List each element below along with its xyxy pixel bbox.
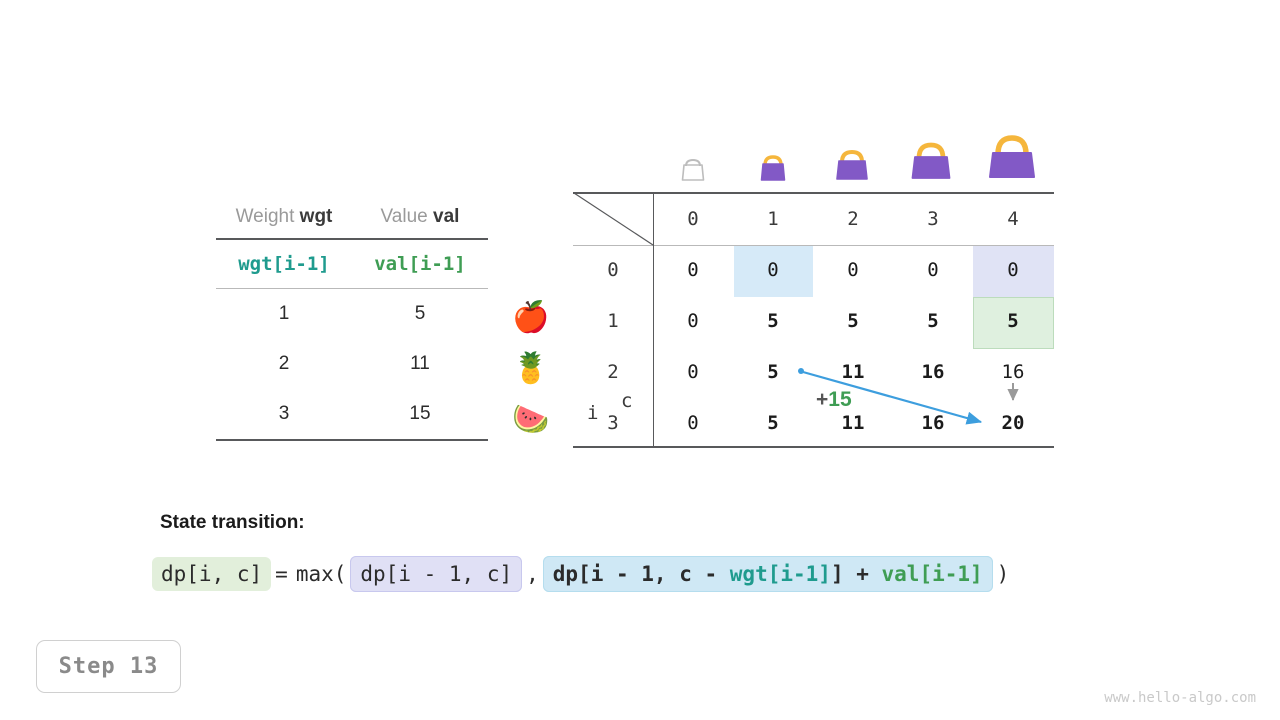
formula-close-paren: ) [996, 562, 1010, 586]
item-table-header-value: Value val [352, 206, 488, 228]
item-table-rule-bottom [216, 439, 488, 441]
dp-col-header-4: 4 [1007, 208, 1019, 230]
dp-row-header-2: 2 [607, 361, 619, 383]
formula-option-b-mid: ] + [830, 562, 882, 586]
formula-option-b: dp[i - 1, c - wgt[i-1]] + val[i-1] [542, 556, 993, 592]
item-header-value-code: val [433, 206, 460, 227]
dp-cell-1-1: 5 [767, 310, 779, 332]
watermark: www.hello-algo.com [1104, 690, 1256, 706]
formula-option-b-val: val[i-1] [881, 562, 983, 586]
bag-icon-capacity-0 [681, 158, 705, 181]
formula-target: dp[i, c] [152, 557, 272, 591]
item-table-row: 1 5 [216, 289, 488, 339]
dp-corner-diagonal [573, 192, 654, 246]
bag-icon-capacity-2 [836, 149, 868, 180]
dp-cell-0-3: 0 [927, 259, 939, 281]
dp-cell-0-2: 0 [847, 259, 859, 281]
dp-cell-0-0: 0 [687, 259, 699, 281]
step-badge-label: Step 13 [58, 654, 159, 679]
item-subheader-wgt: wgt[i-1] [238, 253, 330, 275]
item-table-row: 2 11 [216, 339, 488, 389]
gain-sign: + [816, 388, 829, 411]
item-value-1: 5 [414, 303, 426, 324]
formula-equals: = [275, 562, 288, 586]
dp-col-header-3: 3 [927, 208, 939, 230]
dp-corner-col-label: c [621, 390, 633, 412]
dp-table: i c 0 1 2 3 4 0 1 2 3 0 0 0 0 0 0 5 5 5 … [573, 192, 1054, 448]
item-header-weight-code: wgt [299, 206, 333, 227]
apple-icon: 🍎 [512, 301, 550, 334]
dp-cell-1-2: 5 [847, 310, 859, 332]
dp-cell-0-1: 0 [767, 259, 779, 281]
dp-col-header-0: 0 [687, 208, 699, 230]
highlight-prev-cell [973, 245, 1054, 297]
dp-cell-2-3: 16 [921, 361, 945, 383]
bag-icon-capacity-3 [911, 142, 951, 179]
dp-cell-3-1: 5 [767, 412, 779, 434]
item-value-2: 11 [410, 353, 430, 374]
step-badge: Step 13 [36, 640, 181, 693]
bag-icon-capacity-1 [760, 155, 786, 181]
dp-cell-3-4: 20 [1001, 412, 1025, 434]
dp-row-header-0: 0 [607, 259, 619, 281]
dp-rule-top [573, 192, 1054, 194]
highlight-result-cell [973, 297, 1054, 349]
dp-col-header-2: 2 [847, 208, 859, 230]
item-header-weight-label: Weight [235, 206, 295, 227]
item-weight-1: 1 [278, 303, 290, 324]
state-transition-formula: dp[i, c] = max(dp[i - 1, c], dp[i - 1, c - … [152, 556, 1013, 592]
bag-icon-capacity-4 [989, 135, 1035, 178]
formula-option-a: dp[i - 1, c] [350, 556, 523, 592]
dp-rule-bottom [573, 446, 1054, 448]
formula-comma: , [526, 562, 539, 586]
item-table-header-row: Weight wgt Value val [216, 196, 488, 238]
dp-rule-header [573, 245, 1054, 246]
dp-cell-1-4: 5 [1007, 310, 1019, 332]
item-table-subheader-row: wgt[i-1] val[i-1] [216, 240, 488, 288]
item-weight-2: 2 [278, 353, 290, 374]
gain-annotation: +15 [816, 388, 852, 412]
dp-row-header-1: 1 [607, 310, 619, 332]
item-weight-3: 3 [278, 403, 290, 424]
dp-cell-2-0: 0 [687, 361, 699, 383]
formula-option-b-prefix: dp[i - 1, c - [552, 562, 730, 586]
formula-max-open: max( [295, 562, 347, 586]
item-header-value-label: Value [380, 206, 428, 227]
item-table: Weight wgt Value val wgt[i-1] val[i-1] 1… [216, 196, 488, 441]
formula-option-b-wgt: wgt[i-1] [729, 562, 831, 586]
dp-cell-3-0: 0 [687, 412, 699, 434]
item-subheader-val: val[i-1] [374, 253, 466, 275]
dp-cell-2-1: 5 [767, 361, 779, 383]
watermelon-icon: 🍉 [512, 403, 550, 436]
dp-cell-2-4: 16 [1001, 361, 1025, 383]
dp-cell-3-3: 16 [921, 412, 945, 434]
item-table-rule-mid [216, 288, 488, 289]
dp-corner-row-label: i [587, 402, 599, 424]
dp-cell-0-4: 0 [1007, 259, 1019, 281]
gain-amount: 15 [828, 388, 852, 411]
dp-rule-vertical [653, 192, 654, 447]
dp-cell-1-0: 0 [687, 310, 699, 332]
dp-col-header-1: 1 [767, 208, 779, 230]
item-table-rule-top [216, 238, 488, 240]
dp-cell-1-3: 5 [927, 310, 939, 332]
item-table-row: 3 15 [216, 389, 488, 439]
item-value-3: 15 [409, 403, 431, 424]
pineapple-icon: 🍍 [512, 352, 550, 385]
dp-row-header-3: 3 [607, 412, 619, 434]
state-transition-title: State transition: [160, 512, 305, 533]
item-table-header-weight: Weight wgt [216, 206, 352, 228]
highlight-source-cell [734, 245, 813, 297]
